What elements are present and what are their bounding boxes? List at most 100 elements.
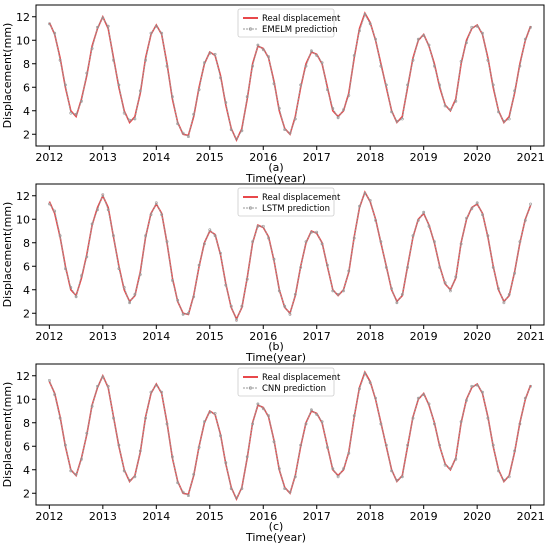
data-point <box>523 396 527 400</box>
data-point <box>481 390 484 394</box>
data-point <box>406 443 410 447</box>
data-point <box>395 119 399 123</box>
x-tick-label: 2020 <box>463 151 491 164</box>
y-tick-label: 2 <box>23 307 30 320</box>
data-point <box>90 47 94 50</box>
y-tick-label: 6 <box>23 81 30 94</box>
data-point <box>96 384 99 388</box>
data-point <box>267 236 271 240</box>
data-point <box>170 278 174 282</box>
data-point <box>331 107 335 110</box>
data-point <box>304 422 308 426</box>
data-point <box>390 469 394 473</box>
plot-frame <box>35 363 545 506</box>
data-point <box>320 61 324 65</box>
data-point <box>491 443 495 447</box>
x-tick-label: 2019 <box>410 151 438 164</box>
data-point <box>208 410 212 414</box>
data-point <box>122 469 126 473</box>
data-point <box>58 58 62 62</box>
data-point <box>186 135 190 139</box>
x-axis-label: Time(year) <box>245 351 306 364</box>
data-point <box>304 64 308 68</box>
data-point <box>507 475 511 479</box>
data-point <box>181 312 185 316</box>
data-point <box>133 475 137 479</box>
data-point <box>144 234 148 238</box>
data-point <box>523 218 527 222</box>
data-point <box>197 88 201 92</box>
data-point <box>459 420 463 424</box>
data-point <box>122 111 126 115</box>
chart-panel-1: 2012 2013 2014 2015 2016 2017 2018 2019 2020 2021… <box>1 4 545 185</box>
data-point <box>128 301 132 305</box>
data-point <box>224 101 228 104</box>
data-point <box>208 51 212 55</box>
legend-label: EMELM prediction <box>262 25 338 35</box>
data-point <box>133 292 137 296</box>
data-point <box>438 265 442 269</box>
data-point <box>261 407 265 411</box>
data-point <box>213 234 217 238</box>
x-tick-label: 2016 <box>249 151 277 164</box>
data-point <box>240 129 244 133</box>
data-point <box>406 83 410 87</box>
data-point <box>299 83 303 87</box>
data-point <box>427 402 431 406</box>
data-point <box>438 83 442 87</box>
x-tick-label: 2015 <box>196 330 224 343</box>
data-point <box>336 116 340 120</box>
data-point <box>64 443 67 447</box>
data-point <box>422 34 426 37</box>
data-point <box>272 440 276 444</box>
y-tick-label: 6 <box>23 260 30 273</box>
data-point <box>422 393 426 397</box>
data-point <box>106 384 110 388</box>
data-point <box>213 411 217 415</box>
data-point <box>363 12 367 16</box>
data-point <box>128 118 132 122</box>
data-point <box>160 390 164 394</box>
data-point <box>219 251 222 255</box>
data-point <box>96 208 99 212</box>
x-tick-label: 2021 <box>517 510 545 523</box>
data-point <box>502 301 506 305</box>
x-tick-label: 2012 <box>35 330 63 343</box>
legend-box <box>237 187 335 217</box>
x-tick-label: 2012 <box>35 151 63 164</box>
data-point <box>518 64 522 68</box>
data-point <box>117 443 121 447</box>
data-point <box>315 413 319 416</box>
x-tick-label: 2021 <box>517 151 545 164</box>
data-point <box>229 304 233 308</box>
data-point <box>251 64 255 68</box>
data-point <box>347 94 351 97</box>
data-point <box>96 25 99 29</box>
data-point <box>176 298 180 302</box>
legend-marker <box>248 206 253 210</box>
y-tick-label: 8 <box>23 417 30 430</box>
plot-frame <box>35 183 545 326</box>
data-point <box>497 110 500 114</box>
data-point <box>90 404 94 408</box>
data-point <box>352 236 356 240</box>
y-tick-label: 8 <box>23 58 30 71</box>
data-point <box>197 445 201 449</box>
data-point <box>443 463 447 467</box>
data-point <box>320 242 324 246</box>
data-point <box>309 408 313 412</box>
y-tick-label: 12 <box>16 370 30 383</box>
data-point <box>497 469 500 473</box>
data-point <box>465 41 468 45</box>
data-point <box>261 224 265 228</box>
data-point <box>390 110 394 114</box>
y-tick-label: 2 <box>23 128 30 141</box>
data-point <box>358 204 361 208</box>
data-point <box>149 31 153 35</box>
data-point <box>502 119 506 123</box>
data-point <box>443 104 447 108</box>
data-point <box>336 475 340 479</box>
x-tick-label: 2014 <box>142 151 170 164</box>
